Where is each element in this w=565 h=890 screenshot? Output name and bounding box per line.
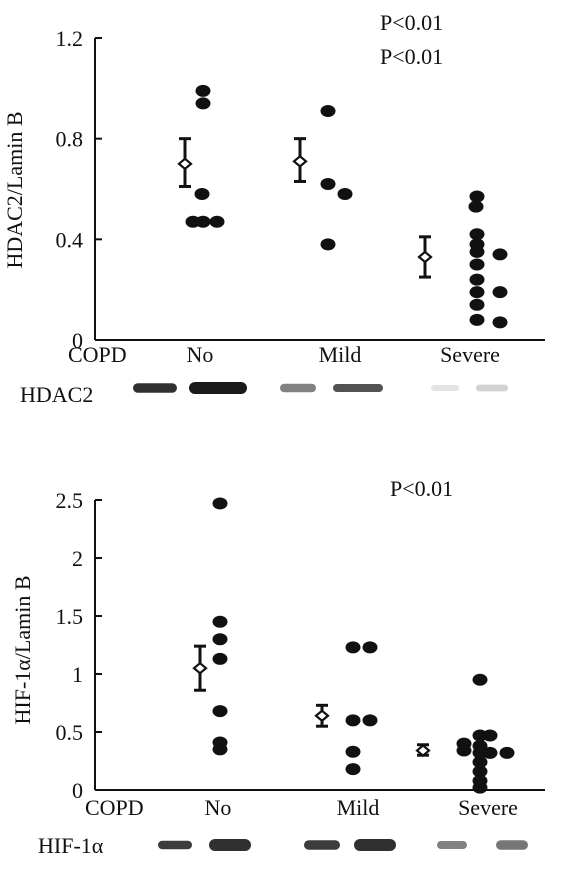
data-point [362, 714, 378, 727]
y-tick-label: 0.4 [56, 227, 84, 252]
data-point [345, 641, 361, 654]
data-point [469, 190, 485, 203]
data-point [469, 286, 485, 299]
data-point [469, 273, 485, 286]
data-point [469, 258, 485, 271]
blot-band [189, 382, 247, 394]
data-point [212, 652, 228, 665]
y-axis-label: HDAC2/Lamin B [2, 111, 27, 268]
mean-marker [417, 250, 433, 264]
category-label: No [205, 795, 232, 820]
data-point [195, 97, 211, 110]
data-point [472, 673, 488, 686]
data-point [469, 245, 485, 258]
data-point [345, 745, 361, 758]
blot-band [354, 839, 396, 851]
blot-band [304, 840, 340, 850]
blot-band [496, 840, 528, 850]
data-point [320, 238, 336, 251]
blot-band [476, 384, 508, 392]
category-label: Severe [440, 342, 500, 367]
data-point [362, 641, 378, 654]
blot-label: HIF-1α [38, 833, 104, 858]
data-point [472, 781, 488, 794]
data-point [469, 298, 485, 311]
panel-hdac2: 0 0.4 0.8 1.2 HDAC2/Lamin B COPD No Mild Severe P… [2, 10, 545, 407]
data-point [456, 744, 472, 757]
y-tick-label: 1 [72, 662, 83, 687]
category-label: Severe [458, 795, 518, 820]
y-tick-label: 2.5 [56, 488, 84, 513]
data-point [472, 756, 488, 769]
mean-marker [415, 744, 431, 757]
mean-marker [177, 157, 193, 171]
data-point [337, 188, 353, 201]
data-point [212, 633, 228, 646]
mean-marker [192, 661, 208, 675]
data-point [345, 763, 361, 776]
data-point [469, 228, 485, 241]
blot-band [133, 383, 177, 393]
data-point [212, 705, 228, 718]
y-tick-label: 0.8 [56, 127, 84, 152]
data-point [195, 84, 211, 97]
data-point [472, 765, 488, 778]
data-point [194, 188, 210, 201]
y-tick-label: 2 [72, 546, 83, 571]
data-point [492, 316, 508, 329]
data-point [468, 200, 484, 213]
panel-hif1a: 0 0.5 1 1.5 2 2.5 HIF-1α/Lamin B COPD No Mild Seve… [10, 476, 545, 858]
blot-band [431, 385, 459, 391]
data-point [212, 497, 228, 510]
p-value-annotation: P<0.01 [380, 44, 443, 69]
data-point [195, 215, 211, 228]
blot-band [280, 383, 316, 393]
y-tick-label: 0.5 [56, 720, 84, 745]
blot-band [158, 840, 192, 850]
y-tick-label: 1.5 [56, 604, 84, 629]
p-value-annotation: P<0.01 [380, 10, 443, 35]
category-label: Mild [337, 795, 380, 820]
y-tick-label: 0 [72, 328, 83, 353]
data-point [212, 743, 228, 756]
data-point [212, 615, 228, 628]
category-label: Mild [319, 342, 362, 367]
p-value-annotation: P<0.01 [390, 476, 453, 501]
y-tick-label: 1.2 [56, 26, 84, 51]
blot-band [437, 841, 467, 849]
y-tick-label: 0 [72, 778, 83, 803]
data-point [492, 286, 508, 299]
data-point [482, 729, 498, 742]
data-point [320, 177, 336, 190]
data-point [320, 104, 336, 117]
mean-marker [292, 154, 308, 168]
category-label: No [187, 342, 214, 367]
blot-band [209, 839, 251, 851]
data-point [345, 714, 361, 727]
blot-band [333, 384, 383, 392]
data-point [492, 248, 508, 261]
data-point [469, 313, 485, 326]
data-point [209, 215, 225, 228]
data-point [482, 746, 498, 759]
data-point [499, 746, 515, 759]
blot-label: HDAC2 [20, 382, 93, 407]
x-axis-label: COPD [68, 342, 127, 367]
x-axis-label: COPD [85, 795, 144, 820]
mean-marker [314, 709, 330, 723]
y-axis-label: HIF-1α/Lamin B [10, 575, 35, 724]
